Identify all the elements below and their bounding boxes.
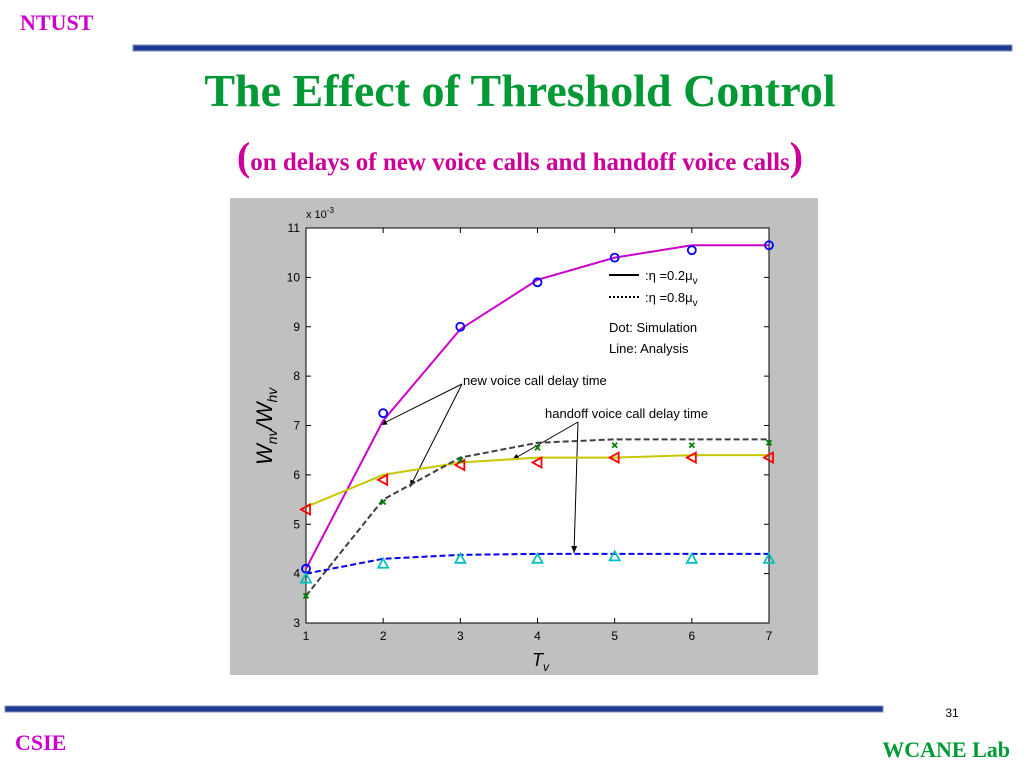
series-line bbox=[305, 244, 769, 570]
marker bbox=[611, 442, 618, 449]
annotation: new voice call delay time bbox=[463, 373, 607, 388]
x-label-part: T bbox=[532, 650, 545, 670]
marker bbox=[762, 451, 774, 465]
marker bbox=[457, 456, 464, 464]
marker bbox=[608, 549, 622, 562]
marker bbox=[762, 551, 776, 564]
page-number: 31 bbox=[945, 706, 959, 720]
y-tick-label: 10 bbox=[287, 270, 301, 284]
x-tick-label: 2 bbox=[380, 629, 387, 643]
y-tick-label: 4 bbox=[293, 567, 300, 581]
y-label-part: W bbox=[252, 442, 277, 465]
marker bbox=[686, 245, 697, 256]
x-label-part: v bbox=[543, 660, 550, 674]
marker bbox=[453, 458, 466, 472]
x-label: Tv bbox=[532, 650, 550, 674]
marker bbox=[376, 473, 389, 487]
x-tick-label: 5 bbox=[611, 629, 618, 643]
legend-label: :η =0.2μv bbox=[645, 268, 698, 287]
marker bbox=[684, 451, 697, 465]
y-tick-label: 5 bbox=[293, 517, 300, 531]
marker bbox=[534, 444, 541, 451]
x-tick-label: 6 bbox=[688, 629, 695, 643]
y-scale-base: x 10 bbox=[306, 209, 327, 221]
marker bbox=[453, 551, 467, 564]
x-tick-label: 4 bbox=[534, 629, 541, 643]
arrow bbox=[511, 421, 579, 461]
y-scale-exp: -3 bbox=[327, 206, 335, 215]
legend-sub: v bbox=[693, 276, 698, 287]
footer-right: WCANE Lab bbox=[882, 737, 1010, 762]
arrow bbox=[379, 383, 463, 426]
note: Dot: Simulation bbox=[609, 320, 697, 335]
paren: ( bbox=[237, 134, 250, 179]
x-tick-label: 7 bbox=[766, 629, 773, 643]
y-label: Wnv/Whv bbox=[252, 387, 280, 465]
y-tick-label: 11 bbox=[288, 221, 301, 235]
y-tick-label: 3 bbox=[293, 616, 300, 630]
marker bbox=[455, 321, 466, 332]
marker bbox=[530, 456, 543, 470]
y-scale: x 10-3 bbox=[306, 206, 334, 221]
y-tick-label: 9 bbox=[293, 320, 300, 334]
marker bbox=[302, 592, 310, 599]
y-label-part: /W bbox=[252, 400, 277, 431]
marker bbox=[685, 551, 699, 564]
note: Line: Analysis bbox=[609, 341, 689, 356]
y-tick-label: 6 bbox=[293, 468, 300, 482]
marker bbox=[530, 551, 545, 564]
footer-left: CSIE bbox=[15, 730, 66, 755]
marker bbox=[607, 451, 620, 465]
y-tick-label: 7 bbox=[293, 419, 300, 433]
title: The Effect of Threshold Control bbox=[204, 65, 835, 116]
legend-text: :η =0.2μ bbox=[645, 268, 693, 283]
x-tick-label: 1 bbox=[303, 629, 310, 643]
marker bbox=[376, 556, 390, 569]
marker bbox=[299, 502, 311, 516]
marker bbox=[609, 252, 620, 263]
marker bbox=[532, 277, 543, 288]
marker bbox=[764, 240, 774, 251]
y-label-part: nv bbox=[264, 428, 280, 444]
annotation: handoff voice call delay time bbox=[545, 406, 708, 421]
paren: ) bbox=[790, 134, 803, 179]
y-label-part: hv bbox=[264, 387, 280, 403]
arrow bbox=[571, 421, 579, 554]
top-bar bbox=[132, 44, 1013, 52]
y-tick-label: 8 bbox=[293, 369, 300, 383]
marker bbox=[378, 408, 389, 419]
subtitle-text: on delays of new voice calls and handoff… bbox=[250, 149, 790, 176]
marker bbox=[299, 571, 313, 584]
legend-sub: v bbox=[693, 298, 698, 309]
subtitle: (on delays of new voice calls and handof… bbox=[237, 134, 803, 179]
bottom-bar bbox=[4, 705, 884, 713]
legend-text: :η =0.8μ bbox=[645, 290, 693, 305]
legend-label: :η =0.8μv bbox=[645, 290, 698, 309]
org: NTUST bbox=[20, 10, 94, 35]
x-tick-label: 3 bbox=[457, 629, 464, 643]
series-line bbox=[305, 438, 769, 597]
marker bbox=[688, 442, 695, 449]
marker bbox=[380, 498, 387, 506]
plot-area bbox=[305, 227, 770, 624]
annotation-arrows bbox=[379, 383, 579, 554]
marker bbox=[765, 439, 773, 446]
